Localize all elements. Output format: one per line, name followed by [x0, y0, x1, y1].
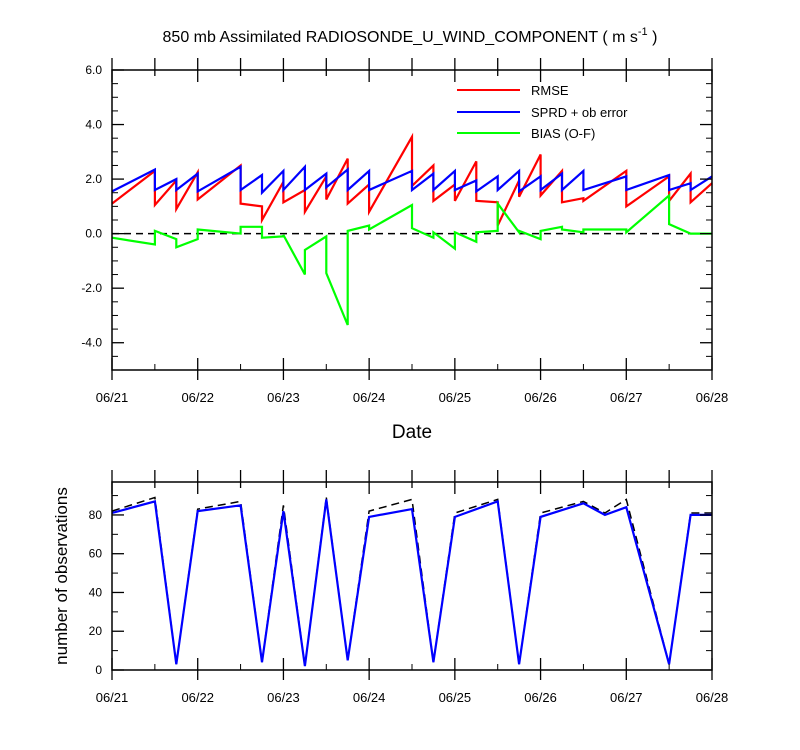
- legend-label-rmse: RMSE: [531, 83, 569, 98]
- top-series-group: [111, 132, 713, 326]
- top-y-tick-labels: -4.0 -2.0 0.0 2.0 4.0 6.0: [81, 63, 102, 350]
- series-line-obs-used: [111, 499, 712, 667]
- y-tick-label: 2.0: [85, 172, 102, 186]
- x-tick-label: 06/22: [181, 690, 214, 705]
- x-tick-label: 06/25: [439, 690, 472, 705]
- x-tick-label: 06/21: [96, 690, 129, 705]
- bottom-y-tick-labels: 0 20 40 60 80: [89, 508, 103, 677]
- title-unit-exponent: -1: [638, 26, 648, 38]
- top-x-axis-label: Date: [392, 422, 432, 443]
- top-panel: 850 mb Assimilated RADIOSONDE_U_WIND_COM…: [81, 26, 728, 443]
- y-tick-label: 40: [89, 585, 103, 599]
- x-tick-label: 06/26: [524, 390, 557, 405]
- x-tick-label: 06/28: [696, 690, 729, 705]
- y-tick-label: 4.0: [85, 118, 102, 132]
- y-tick-label: 0.0: [85, 227, 102, 241]
- x-tick-label: 06/24: [353, 390, 386, 405]
- x-tick-label: 06/26: [524, 690, 557, 705]
- y-tick-label: -2.0: [81, 281, 102, 295]
- bottom-axis-ticks: [111, 470, 713, 680]
- legend-label-sprd: SPRD + ob error: [531, 105, 628, 120]
- x-tick-label: 06/24: [353, 690, 386, 705]
- bottom-panel: 0 20 40 60 80 06/21 06/22 06/23 06/24 06/25 06/26…: [52, 470, 728, 705]
- series-line-bias-o-f: [111, 193, 712, 326]
- x-tick-label: 06/23: [267, 390, 300, 405]
- x-tick-label: 06/25: [439, 390, 472, 405]
- top-legend: RMSE SPRD + ob error BIAS (O-F): [457, 83, 628, 141]
- top-axis-ticks: [111, 58, 713, 380]
- x-tick-label: 06/27: [610, 390, 643, 405]
- y-tick-label: -4.0: [81, 336, 102, 350]
- x-tick-label: 06/27: [610, 690, 643, 705]
- x-tick-label: 06/28: [696, 390, 729, 405]
- bottom-y-axis-label: number of observations: [52, 487, 71, 665]
- x-tick-label: 06/23: [267, 690, 300, 705]
- x-tick-label: 06/21: [96, 390, 129, 405]
- bottom-series-group: [111, 496, 712, 667]
- bottom-x-tick-labels: 06/21 06/22 06/23 06/24 06/25 06/26 06/27 06/28: [96, 690, 729, 705]
- series-line-obs-possible: [111, 496, 712, 667]
- title-suffix: ): [648, 29, 658, 46]
- y-tick-label: 80: [89, 508, 103, 522]
- y-tick-label: 20: [89, 624, 103, 638]
- y-tick-label: 60: [89, 547, 103, 561]
- y-tick-label: 0: [95, 663, 102, 677]
- legend-label-bias: BIAS (O-F): [531, 126, 595, 141]
- top-x-tick-labels: 06/21 06/22 06/23 06/24 06/25 06/26 06/27 06/28: [96, 390, 729, 405]
- top-chart-title: 850 mb Assimilated RADIOSONDE_U_WIND_COM…: [163, 26, 658, 46]
- x-tick-label: 06/22: [181, 390, 214, 405]
- series-line-sprd-ob-error: [111, 163, 713, 196]
- y-tick-label: 6.0: [85, 63, 102, 77]
